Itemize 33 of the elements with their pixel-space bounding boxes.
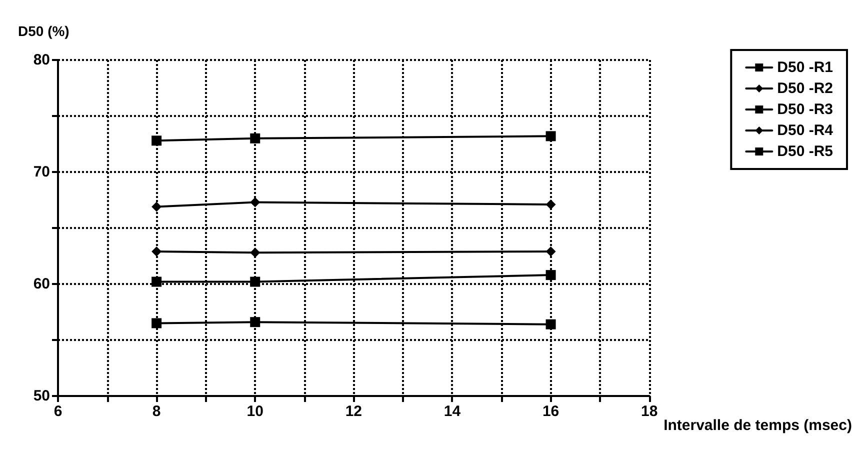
point (250, 276, 260, 287)
y-tick-label: 50 (33, 388, 50, 404)
x-tick-label: 12 (345, 403, 362, 420)
x-tick-label: 16 (542, 403, 560, 420)
x-tick-label: 14 (444, 403, 462, 420)
point (546, 199, 556, 210)
point (546, 319, 556, 330)
point (546, 246, 556, 257)
x-tick-label: 6 (54, 403, 62, 420)
x-tick-label: 18 (641, 403, 658, 420)
point (152, 318, 162, 328)
point (152, 202, 162, 212)
point (546, 131, 556, 142)
legend-label: D50 -R3 (777, 101, 834, 118)
point (250, 317, 260, 328)
point (152, 276, 162, 287)
y-tick-label: 70 (33, 164, 50, 180)
point (250, 248, 260, 258)
point (250, 197, 260, 208)
legend-label: D50 -R1 (777, 59, 834, 76)
y-tick-label: 60 (33, 276, 50, 292)
x-tick-label: 10 (246, 403, 264, 420)
y-axis-title: D50 (%) (18, 23, 70, 39)
x-axis-title: Intervalle de temps (msec) (664, 417, 852, 434)
x-tick-label: 8 (152, 403, 161, 420)
point (152, 246, 162, 257)
legend-label: D50 -R4 (777, 122, 834, 139)
legend-label: D50 -R5 (777, 143, 834, 160)
point (250, 133, 260, 144)
point (546, 270, 556, 280)
point (152, 136, 162, 146)
y-tick-label: 80 (33, 52, 50, 68)
legend-label: D50 -R2 (777, 80, 834, 97)
